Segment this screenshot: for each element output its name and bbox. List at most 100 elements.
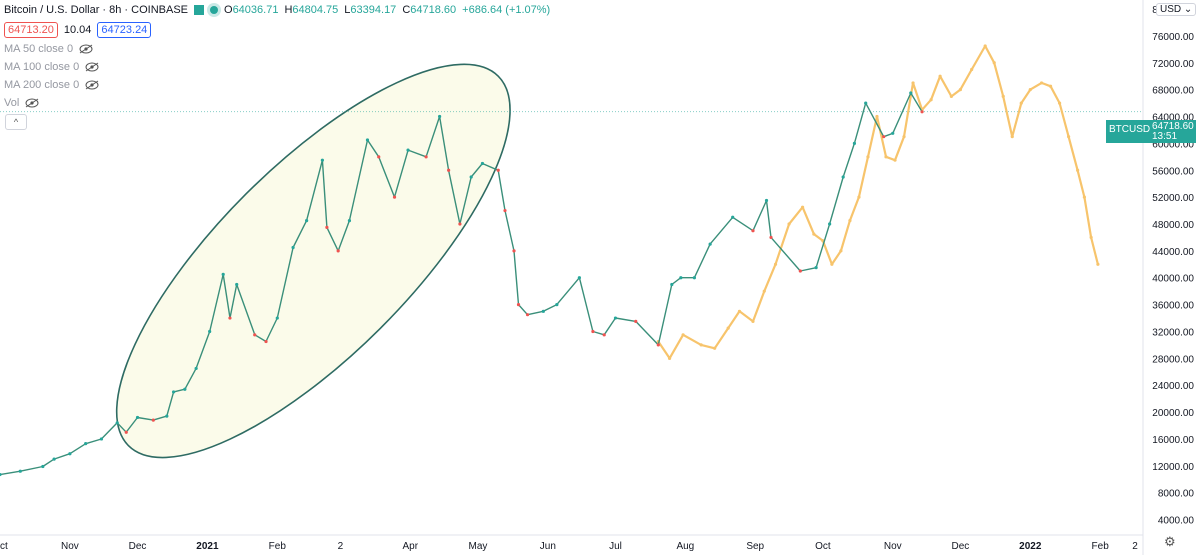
indicator-ma100[interactable]: MA 100 close 0 — [4, 61, 99, 73]
x-tick-label: Feb — [269, 541, 287, 552]
overlay-series-point — [949, 94, 953, 98]
overlay-series-line — [657, 44, 1099, 360]
price-series-point — [731, 215, 735, 219]
price-series-point — [406, 148, 410, 152]
y-tick-label: 32000.00 — [1152, 327, 1194, 338]
price-series-point — [228, 316, 232, 320]
symbol-title[interactable]: Bitcoin / U.S. Dollar · 8h · COINBASE — [4, 4, 188, 16]
price-series-point — [909, 91, 913, 95]
indicator-volume[interactable]: Vol — [4, 97, 39, 109]
price-series-point — [516, 303, 521, 307]
price-series-point — [670, 282, 674, 287]
price-series-point — [577, 276, 581, 280]
overlay-series-point — [902, 135, 906, 139]
overlay-series-point — [1082, 195, 1086, 199]
overlay-series-point — [762, 289, 766, 293]
price-series-point — [377, 155, 381, 159]
price-series-point — [891, 131, 895, 135]
x-tick-label: Oct — [815, 541, 831, 552]
price-series-point — [764, 198, 769, 203]
gear-icon[interactable]: ⚙ — [1164, 534, 1176, 549]
overlay-series-point — [866, 155, 870, 159]
indicator-ma50[interactable]: MA 50 close 0 — [4, 43, 93, 55]
price-series-point — [151, 418, 155, 422]
price-series-point — [469, 175, 473, 179]
price-series[interactable] — [0, 91, 924, 477]
overlay-series-point — [800, 205, 805, 209]
x-tick-label: Jun — [540, 541, 556, 552]
price-series-point — [656, 343, 660, 347]
overlay-series-point — [1067, 135, 1071, 139]
price-series-point — [852, 141, 857, 145]
last-price-tag: BTCUSD 64718.60 13:51 — [1106, 120, 1196, 143]
price-series-point — [253, 333, 257, 337]
price-series-point — [183, 387, 187, 391]
overlay-series-point — [938, 74, 942, 78]
y-tick-label: 20000.00 — [1152, 408, 1194, 419]
price-series-point — [41, 464, 45, 469]
price-series-point — [365, 138, 370, 142]
overlay-series-point — [1010, 135, 1014, 139]
eye-off-icon[interactable] — [85, 62, 99, 72]
price-series-point — [525, 313, 530, 317]
overlay-series-point — [699, 343, 703, 347]
price-series-point — [555, 303, 559, 307]
price-series-point — [882, 135, 886, 139]
price-change: +686.64 (+1.07%) — [462, 4, 551, 16]
x-tick-label: Dec — [129, 541, 147, 552]
price-series-point — [221, 272, 225, 276]
overlay-series-point — [737, 309, 742, 313]
buy-button[interactable]: 64723.24 — [97, 22, 152, 38]
overlay-series-point — [812, 232, 816, 236]
live-dot-icon — [210, 6, 218, 14]
currency-selector[interactable]: USD ⌄ — [1156, 3, 1197, 16]
indicator-label: Vol — [4, 97, 20, 109]
price-series-point — [171, 390, 176, 394]
overlay-series-point — [667, 356, 672, 360]
eye-off-icon[interactable] — [25, 98, 39, 108]
price-series-point — [438, 114, 442, 119]
chevron-up-icon[interactable]: ^ — [5, 114, 27, 130]
overlay-series-point — [1039, 81, 1044, 85]
overlay-series[interactable] — [656, 44, 1100, 360]
price-tag-countdown: 13:51 — [1152, 131, 1178, 142]
overlay-series-point — [773, 262, 778, 266]
price-series-point — [458, 222, 462, 226]
price-series-point — [115, 421, 119, 425]
price-series-point — [275, 316, 279, 320]
price-series-point — [613, 316, 618, 320]
price-series-point — [751, 229, 755, 233]
trade-row: 64713.20 10.04 64723.24 — [4, 22, 152, 38]
ohlc-high: H64804.75 — [284, 4, 339, 16]
overlay-series-point — [970, 67, 974, 72]
eye-off-icon[interactable] — [79, 44, 93, 54]
price-series-point — [591, 329, 595, 334]
price-series-point — [305, 219, 309, 223]
ellipse-annotation[interactable] — [61, 9, 565, 513]
price-series-point — [291, 245, 295, 250]
x-tick-label: Aug — [676, 541, 694, 552]
overlay-series-point — [787, 222, 791, 226]
x-tick-label: 2021 — [196, 541, 219, 552]
price-tag-symbol: BTCUSD — [1109, 124, 1151, 135]
price-series-point — [679, 276, 683, 280]
plot-area — [0, 9, 1143, 513]
overlay-series-point — [726, 326, 730, 330]
y-tick-label: 68000.00 — [1152, 86, 1194, 97]
indicator-ma200[interactable]: MA 200 close 0 — [4, 79, 99, 91]
overlay-series-point — [929, 98, 933, 102]
overlay-series-point — [1076, 168, 1080, 172]
sell-button[interactable]: 64713.20 — [4, 22, 58, 38]
price-series-point — [841, 175, 845, 179]
overlay-series-point — [992, 61, 996, 65]
price-series-point — [864, 101, 868, 105]
eye-off-icon[interactable] — [85, 80, 99, 90]
price-series-point — [634, 319, 638, 323]
flag-icon[interactable] — [194, 5, 204, 15]
price-tag-value: 64718.60 — [1152, 121, 1194, 132]
price-series-point — [325, 225, 329, 229]
overlay-series-point — [1001, 94, 1005, 98]
price-series-point — [336, 249, 340, 253]
